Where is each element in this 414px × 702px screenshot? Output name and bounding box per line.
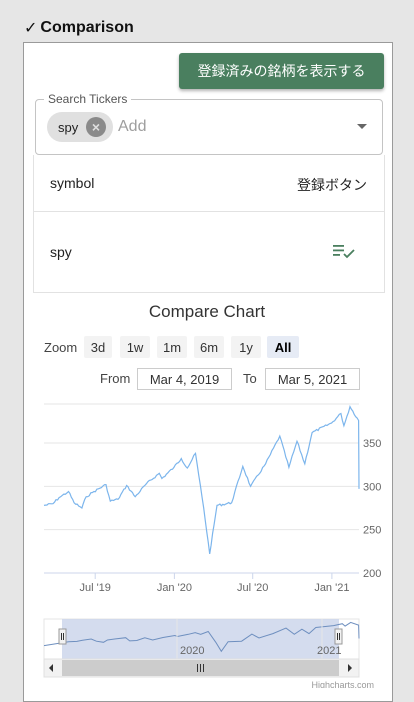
zoom-1m-button[interactable]: 1m: [157, 336, 187, 358]
checkmark-icon: ✓: [24, 20, 38, 37]
zoom-all-button[interactable]: All: [267, 336, 299, 358]
show-registered-tickers-button[interactable]: 登録済みの銘柄を表示する: [179, 53, 384, 89]
zoom-3d-button[interactable]: 3d: [84, 336, 112, 358]
add-ticker-input[interactable]: [118, 116, 268, 138]
zoom-6m-button[interactable]: 6m: [194, 336, 224, 358]
zoom-label: Zoom: [44, 340, 78, 355]
zoom-1y-button[interactable]: 1y: [231, 336, 261, 358]
from-date-input[interactable]: [137, 368, 232, 390]
table-header-symbol: symbol: [50, 175, 95, 191]
dropdown-arrow-icon[interactable]: [357, 124, 367, 129]
to-label: To: [243, 371, 257, 386]
zoom-1w-button[interactable]: 1w: [120, 336, 150, 358]
from-label: From: [100, 371, 131, 386]
section-title: ✓ Comparison: [24, 18, 134, 38]
section-title-text: Comparison: [40, 19, 134, 36]
to-date-input[interactable]: [265, 368, 360, 390]
search-tickers-label: Search Tickers: [44, 92, 132, 106]
registered-list-check-icon[interactable]: [333, 244, 355, 260]
table-row-symbol: spy: [50, 244, 72, 260]
search-tickers-field[interactable]: [35, 99, 383, 155]
ticker-chip-label: spy: [58, 119, 79, 135]
table-header-register: 登録ボタン: [297, 178, 367, 194]
chip-remove-icon[interactable]: ×: [86, 117, 106, 137]
table-divider: [34, 211, 384, 212]
chart-title: Compare Chart: [148, 302, 266, 321]
ticker-chip[interactable]: spy: [47, 112, 113, 142]
ticker-table: [33, 155, 385, 293]
